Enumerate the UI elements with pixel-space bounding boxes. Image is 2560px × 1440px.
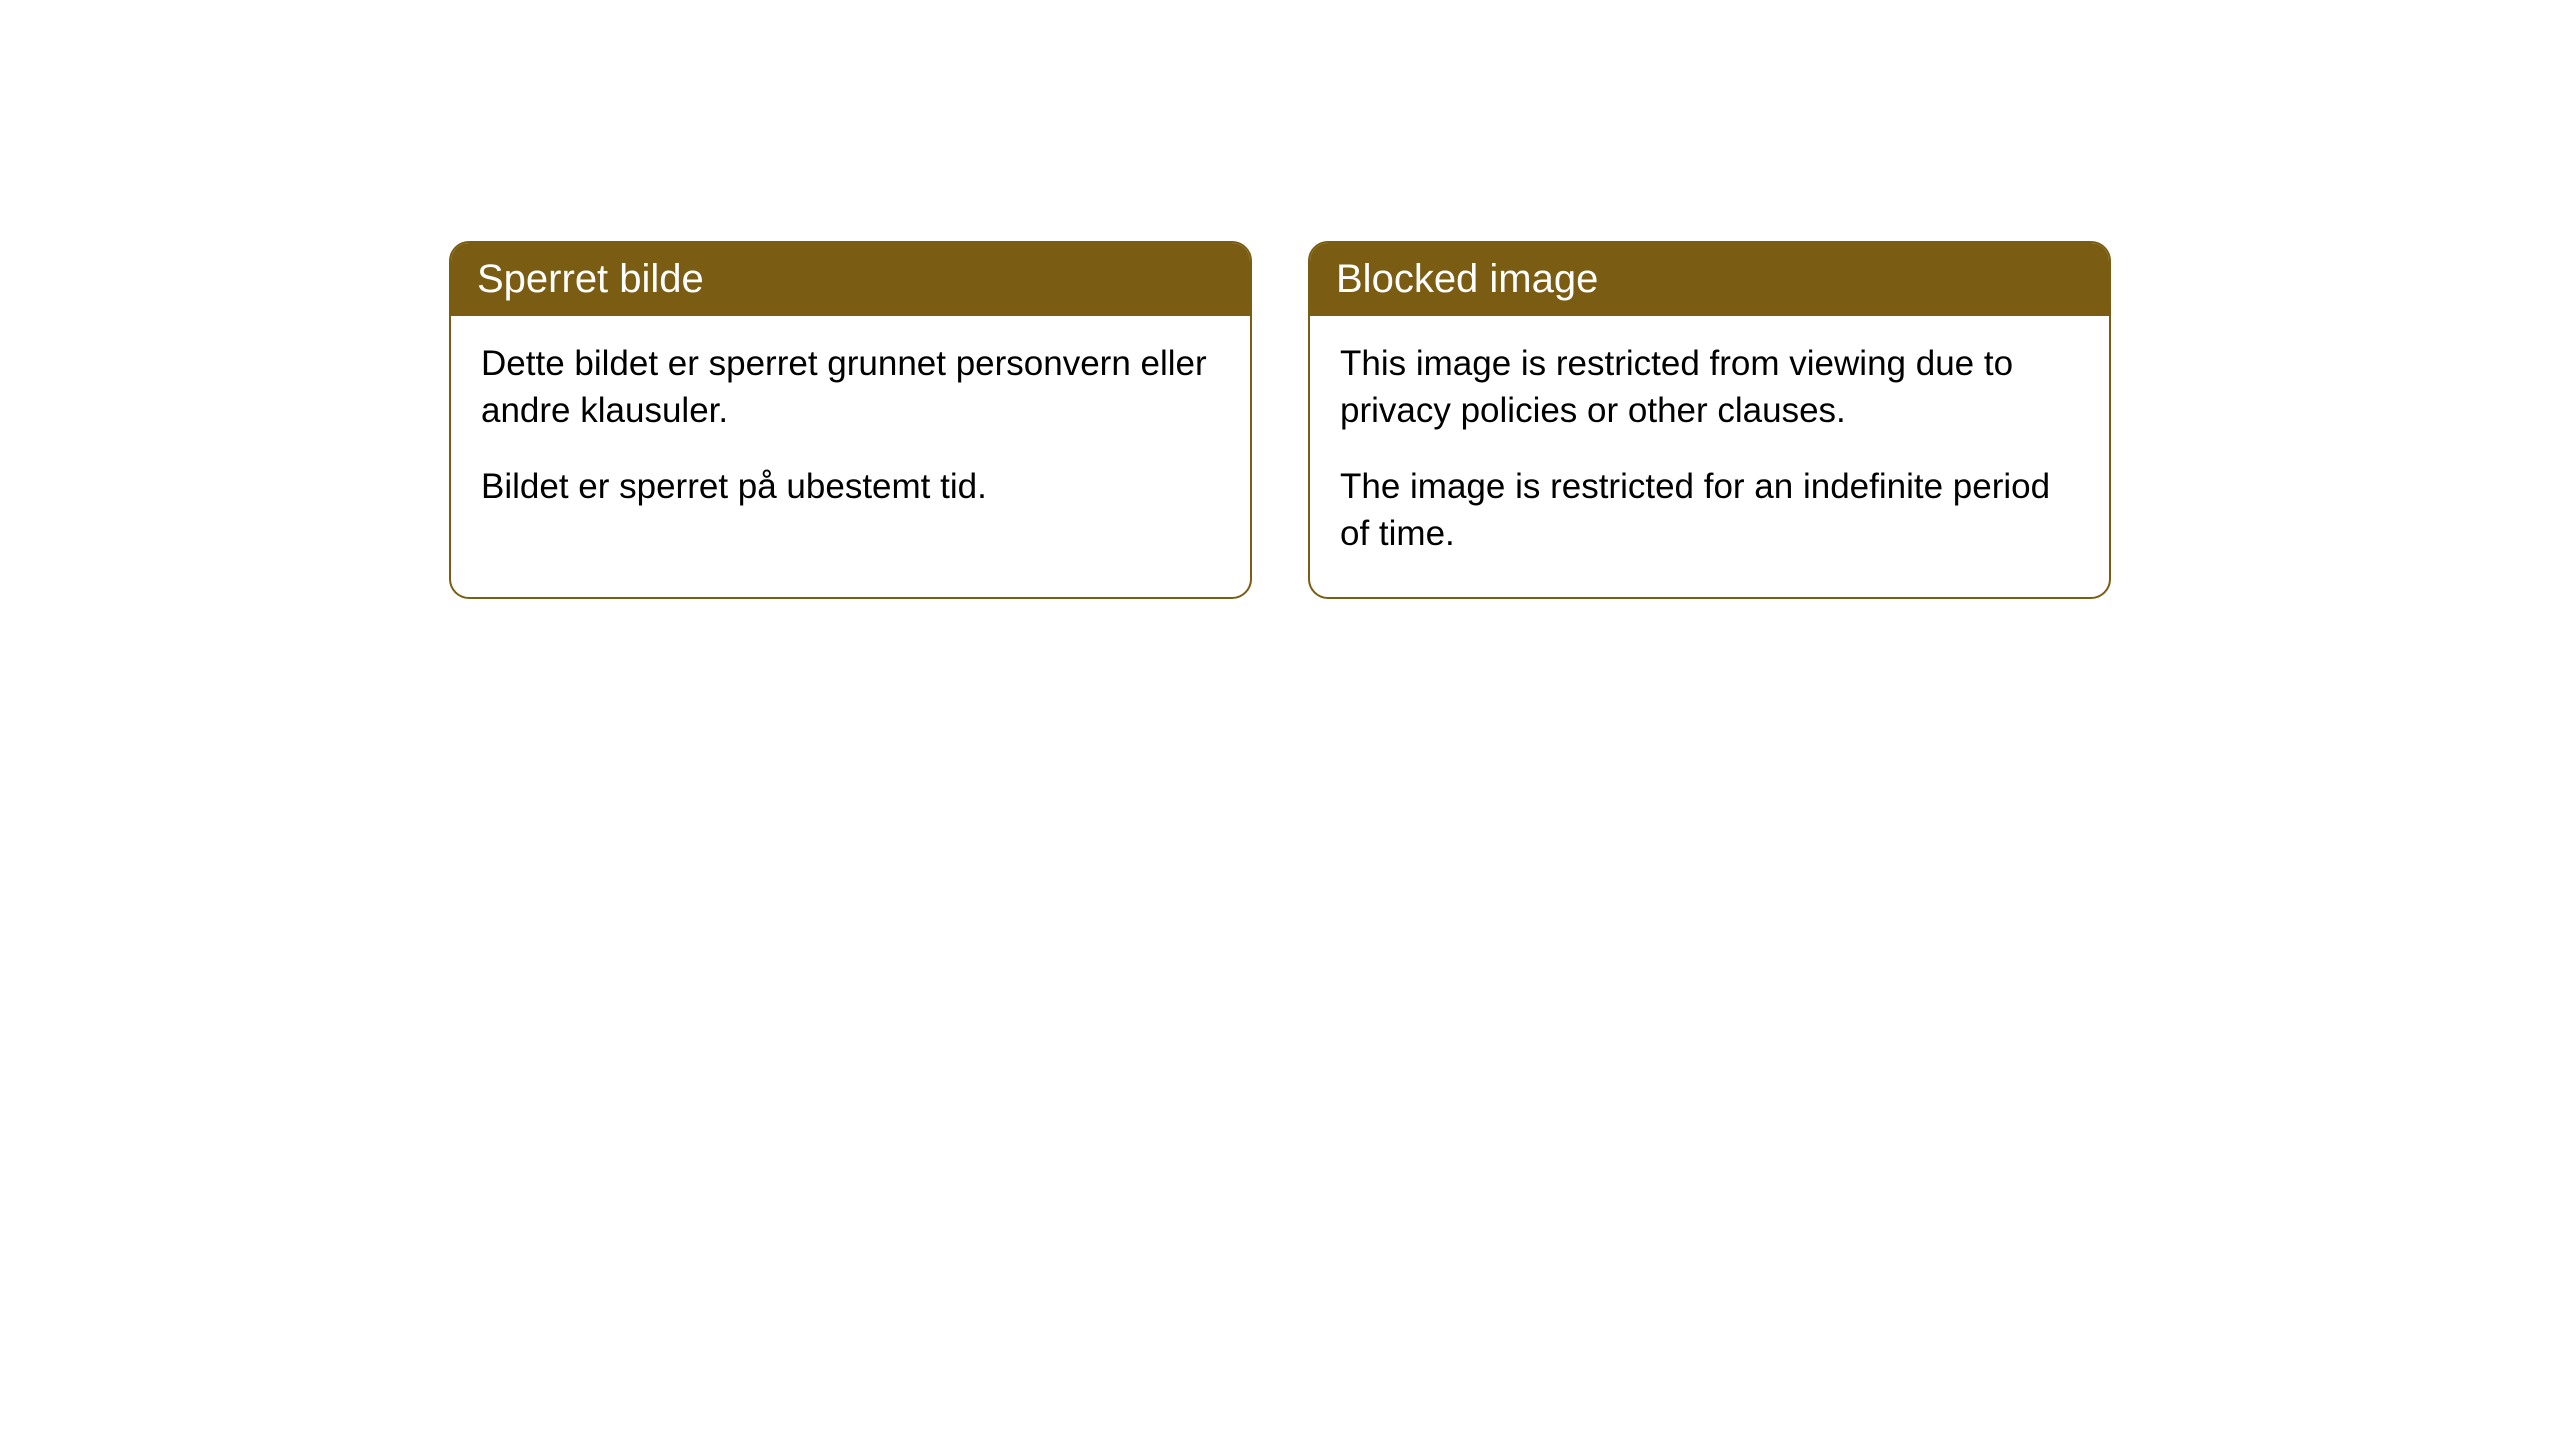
card-title: Blocked image: [1336, 257, 1598, 301]
card-title: Sperret bilde: [477, 257, 704, 301]
card-body: Dette bildet er sperret grunnet personve…: [451, 316, 1250, 550]
card-body: This image is restricted from viewing du…: [1310, 316, 2109, 597]
card-paragraph: This image is restricted from viewing du…: [1340, 340, 2079, 435]
card-paragraph: Dette bildet er sperret grunnet personve…: [481, 340, 1220, 435]
card-header: Blocked image: [1310, 243, 2109, 316]
card-paragraph: The image is restricted for an indefinit…: [1340, 463, 2079, 558]
card-paragraph: Bildet er sperret på ubestemt tid.: [481, 463, 1220, 510]
notice-container: Sperret bilde Dette bildet er sperret gr…: [0, 0, 2560, 599]
notice-card-english: Blocked image This image is restricted f…: [1308, 241, 2111, 599]
notice-card-norwegian: Sperret bilde Dette bildet er sperret gr…: [449, 241, 1252, 599]
card-header: Sperret bilde: [451, 243, 1250, 316]
